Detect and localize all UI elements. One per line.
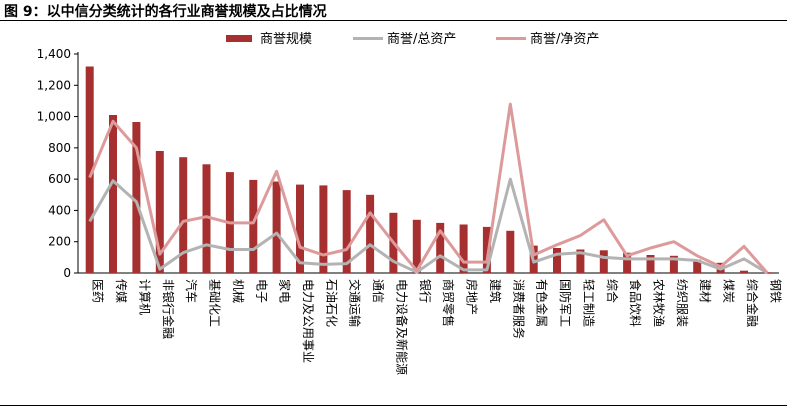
x-tick-label: 通信: [371, 279, 385, 303]
x-tick-label: 房地产: [465, 279, 480, 315]
x-tick-label: 农林牧渔: [652, 279, 666, 327]
y-tick-label: 400: [48, 203, 71, 217]
bar-轻工制造: [576, 249, 585, 273]
bar-房地产: [459, 224, 468, 273]
y-tick-label: 1,000: [37, 110, 71, 124]
x-tick-label: 银行: [418, 279, 432, 303]
legend-label: 商誉/净资产: [530, 32, 599, 47]
x-tick-label: 石油石化: [324, 279, 338, 327]
bar-商贸零售: [436, 222, 445, 273]
x-tick-label: 电子: [254, 279, 268, 303]
bar-农林牧渔: [646, 255, 655, 273]
bottom-rule: [0, 405, 787, 406]
x-tick-label: 医药: [91, 279, 105, 303]
bar-通信: [366, 194, 375, 273]
x-tick-label: 电力设备及新能源: [394, 279, 409, 375]
bar-交通运输: [342, 190, 351, 273]
bar-汽车: [179, 157, 188, 273]
x-axis-labels: 医药 传媒 计算机 非银行金融 汽车 基础化工 机械 电子 家电 电力及公用事业 石油石化 交通运输通…: [91, 279, 783, 375]
legend-label: 商誉规模: [260, 32, 312, 47]
bar-综合: [599, 250, 608, 273]
x-tick-label: 计算机: [137, 279, 152, 315]
bar-综合金融: [740, 270, 748, 273]
y-tick-label: 1,400: [37, 47, 71, 61]
legend-swatch-bar: [226, 35, 252, 42]
bar-传媒: [109, 115, 117, 273]
x-tick-label: 家电: [278, 279, 293, 303]
line-series: [88, 102, 769, 275]
x-tick-label: 电力及公用事业: [301, 279, 315, 363]
x-tick-label: 基础化工: [208, 279, 222, 327]
bar-银行: [412, 219, 421, 273]
title-rule: [0, 20, 787, 21]
x-tick-label: 国防军工: [558, 279, 573, 327]
x-tick-label: 有色金属: [535, 279, 550, 327]
x-tick-label: 轻工制造: [581, 279, 595, 327]
bar-食品饮料: [623, 252, 632, 273]
bar-医药: [85, 66, 94, 273]
plot-area: [77, 52, 779, 274]
bar-建材: [693, 259, 702, 273]
line-series-1: [88, 177, 769, 275]
x-tick-label: 非银行金融: [161, 279, 176, 339]
x-tick-label: 交通运输: [348, 279, 363, 327]
bar-国防军工: [553, 248, 561, 273]
legend-label: 商誉/总资产: [387, 32, 456, 47]
bar-基础化工: [202, 164, 211, 273]
x-tick-label: 食品饮料: [628, 279, 643, 327]
bar-电子: [249, 179, 258, 273]
bar-纺织服装: [669, 255, 678, 273]
x-tick-label: 建筑: [488, 279, 503, 303]
x-tick-label: 机械: [231, 279, 246, 303]
figure-title: 图 9：以中信分类统计的各行业商誉规模及占比情况: [4, 4, 327, 20]
y-tick-label: 600: [48, 172, 71, 186]
x-tick-label: 消费者服务: [511, 279, 526, 339]
legend: 商誉规模 商誉/总资产 商誉/净资产: [226, 32, 599, 47]
x-tick-label: 商贸零售: [441, 279, 456, 327]
x-tick-label: 建材: [698, 279, 712, 303]
y-tick-label: 200: [48, 235, 71, 249]
y-tick-label: 1,200: [37, 78, 71, 92]
line-series-2: [88, 102, 769, 274]
bar-计算机: [132, 122, 141, 273]
bar-消费者服务: [506, 230, 515, 273]
bar-非银行金融: [155, 151, 164, 273]
x-tick-label: 纺织服装: [675, 279, 689, 327]
bar-电力及公用事业: [296, 184, 304, 273]
x-tick-label: 传媒: [114, 279, 129, 303]
bar-石油石化: [319, 185, 328, 273]
x-tick-label: 煤炭: [722, 279, 736, 303]
y-axis-ticks: 0 200 400 600 800 1,000 1,200 1,400: [37, 47, 78, 280]
bar-建筑: [482, 226, 491, 273]
x-tick-label: 钢铁: [768, 279, 782, 303]
x-tick-label: 综合金融: [745, 279, 760, 327]
bar-家电: [272, 181, 281, 273]
x-tick-label: 综合: [605, 279, 620, 303]
y-tick-label: 0: [63, 266, 71, 280]
y-tick-label: 800: [48, 141, 71, 155]
x-tick-label: 汽车: [184, 279, 199, 303]
